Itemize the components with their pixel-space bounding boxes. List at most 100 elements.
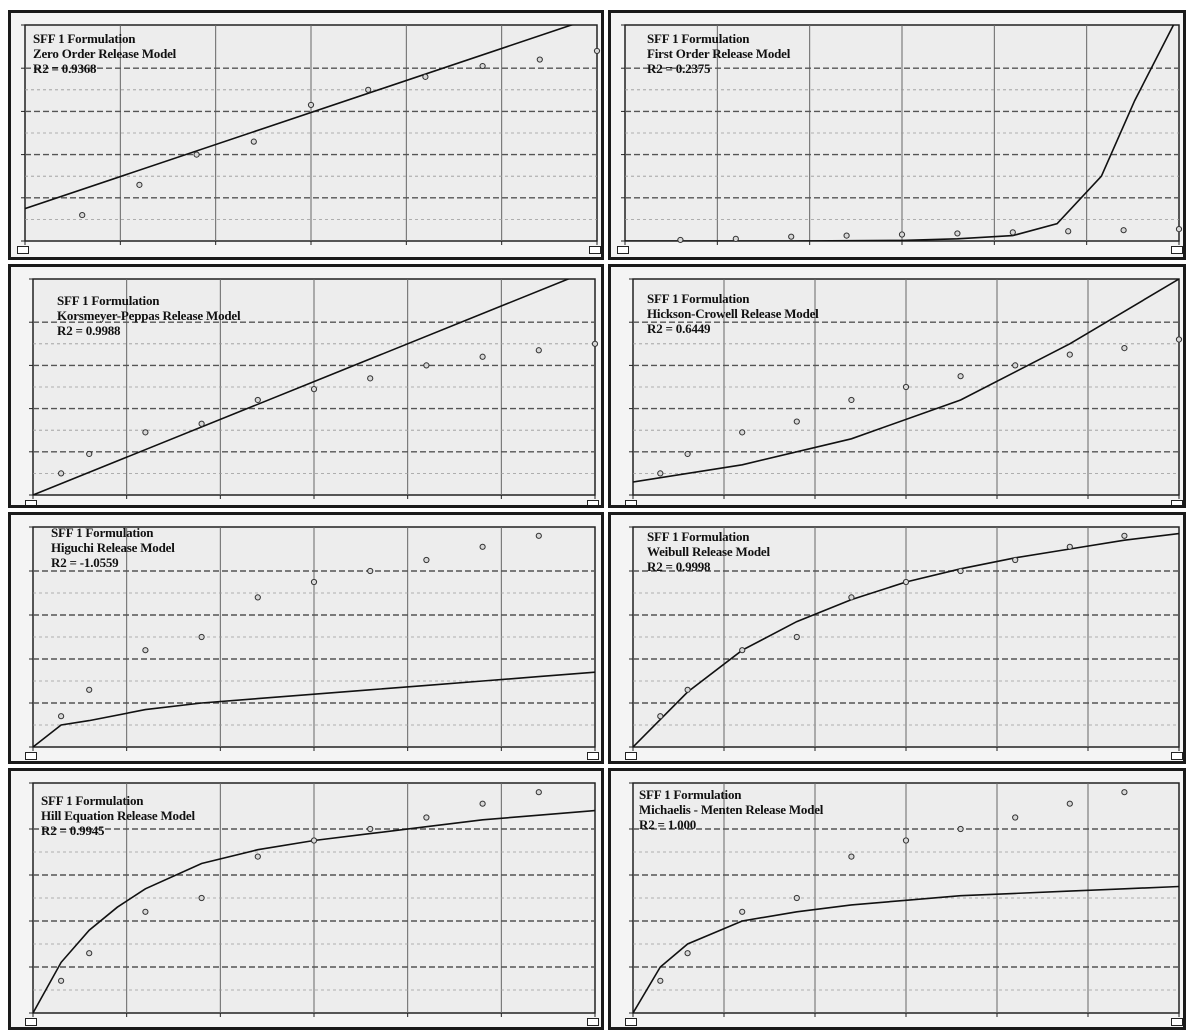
data-point bbox=[739, 908, 746, 915]
chart-panel-3: SFF 1 Formulation Korsmeyer-Peppas Releas… bbox=[8, 264, 604, 508]
data-point bbox=[1121, 789, 1128, 796]
data-point bbox=[1175, 336, 1183, 343]
chart-panel-7: SFF 1 Formulation Hill Equation Release M… bbox=[8, 768, 604, 1030]
data-point bbox=[848, 594, 855, 601]
data-point bbox=[684, 450, 691, 458]
data-point bbox=[793, 894, 800, 902]
data-point bbox=[902, 383, 910, 391]
chart-panel-1: SFF 1 Formulation Zero Order Release Mode… bbox=[8, 10, 604, 260]
data-point bbox=[1066, 800, 1073, 807]
chart-svg bbox=[621, 24, 1183, 245]
axis-button-left bbox=[25, 1018, 37, 1026]
axis-button-left bbox=[625, 752, 637, 760]
data-point bbox=[793, 418, 800, 425]
chart-panel-2: SFF 1 Formulation First Order Release Mod… bbox=[608, 10, 1186, 260]
axis-button-right bbox=[1171, 752, 1183, 760]
data-point bbox=[367, 567, 374, 575]
data-point bbox=[739, 647, 746, 654]
data-point bbox=[58, 470, 65, 477]
data-point bbox=[86, 686, 93, 693]
data-point bbox=[535, 347, 542, 354]
chart-title: SFF 1 Formulation bbox=[639, 787, 742, 802]
r2-value: R2 = 0.9988 bbox=[57, 323, 121, 338]
model-curve bbox=[633, 885, 1179, 1013]
chart-title: SFF 1 Formulation bbox=[33, 31, 136, 46]
model-curve bbox=[33, 809, 595, 1013]
r2-value: R2 = 0.6449 bbox=[647, 321, 711, 336]
data-point bbox=[250, 138, 257, 145]
model-curve bbox=[33, 671, 595, 747]
chart-title-block: SFF 1 Formulation Zero Order Release Mode… bbox=[33, 31, 176, 76]
r2-value: R2 = 0.9998 bbox=[647, 559, 711, 574]
data-point bbox=[732, 235, 739, 242]
chart-title: SFF 1 Formulation bbox=[57, 293, 160, 308]
chart-title: SFF 1 Formulation bbox=[51, 525, 154, 540]
data-point bbox=[422, 73, 429, 80]
data-point bbox=[79, 211, 86, 219]
chart-title: SFF 1 Formulation bbox=[41, 793, 144, 808]
data-point bbox=[1012, 362, 1019, 369]
axis-button-left bbox=[625, 1018, 637, 1026]
data-point bbox=[86, 950, 93, 957]
data-point bbox=[739, 429, 746, 436]
chart-panel-5: SFF 1 Formulation Higuchi Release Model R2… bbox=[8, 512, 604, 764]
data-point bbox=[684, 686, 691, 693]
data-point bbox=[1120, 227, 1127, 234]
axis-button-right bbox=[587, 1018, 599, 1026]
chart-svg bbox=[629, 278, 1183, 499]
data-point bbox=[957, 373, 964, 380]
data-point bbox=[1066, 351, 1073, 358]
chart-panel-6: SFF 1 Formulation Weibull Release Model R2… bbox=[608, 512, 1186, 764]
axis-button-left bbox=[17, 246, 29, 254]
r2-value: R2 = 0.9945 bbox=[41, 823, 105, 838]
data-point bbox=[58, 977, 65, 984]
axis-button-right bbox=[1171, 246, 1183, 254]
data-point bbox=[142, 647, 149, 654]
data-point bbox=[957, 825, 964, 833]
chart-svg bbox=[29, 526, 596, 751]
axis-button-left bbox=[25, 752, 37, 760]
data-point bbox=[307, 101, 315, 109]
data-point bbox=[1121, 345, 1128, 352]
data-point bbox=[367, 825, 374, 833]
r2-value: R2 = 0.9368 bbox=[33, 61, 97, 76]
model-name: Hill Equation Release Model bbox=[41, 808, 195, 823]
model-curve bbox=[625, 25, 1175, 241]
model-name: Michaelis - Menten Release Model bbox=[639, 802, 824, 817]
data-point bbox=[677, 236, 684, 244]
axis-button-left bbox=[617, 246, 629, 254]
chart-title-block: SFF 1 Formulation Hill Equation Release M… bbox=[41, 793, 195, 838]
data-point bbox=[479, 543, 486, 550]
chart-title-block: SFF 1 Formulation Higuchi Release Model R2… bbox=[51, 525, 175, 570]
chart-title-block: SFF 1 Formulation Weibull Release Model R2… bbox=[647, 529, 770, 574]
data-point bbox=[310, 837, 318, 844]
data-point bbox=[788, 233, 795, 240]
data-point bbox=[1175, 226, 1183, 233]
chart-title-block: SFF 1 Formulation Michaelis - Menten Rele… bbox=[639, 787, 823, 832]
model-name: Zero Order Release Model bbox=[33, 46, 177, 61]
data-point bbox=[254, 396, 261, 404]
chart-title: SFF 1 Formulation bbox=[647, 31, 750, 46]
data-point bbox=[365, 86, 372, 93]
model-curve bbox=[33, 279, 571, 495]
data-point bbox=[310, 386, 318, 393]
data-point bbox=[479, 62, 486, 70]
data-point bbox=[423, 362, 430, 369]
model-curve bbox=[633, 279, 1179, 483]
data-point bbox=[193, 151, 200, 158]
chart-title-block: SFF 1 Formulation Korsmeyer-Peppas Releas… bbox=[57, 293, 241, 338]
data-point bbox=[423, 556, 430, 564]
data-point bbox=[843, 232, 850, 239]
axis-button-left bbox=[625, 500, 637, 505]
data-point bbox=[198, 633, 205, 641]
data-point bbox=[367, 375, 374, 382]
data-point bbox=[142, 908, 149, 915]
model-name: Higuchi Release Model bbox=[51, 540, 175, 555]
data-point bbox=[957, 567, 964, 575]
data-point bbox=[423, 814, 430, 821]
data-point bbox=[1066, 543, 1073, 550]
data-point bbox=[684, 950, 691, 957]
model-name: Korsmeyer-Peppas Release Model bbox=[57, 308, 241, 323]
chart-title-block: SFF 1 Formulation Hickson-Crowell Release… bbox=[647, 291, 819, 336]
